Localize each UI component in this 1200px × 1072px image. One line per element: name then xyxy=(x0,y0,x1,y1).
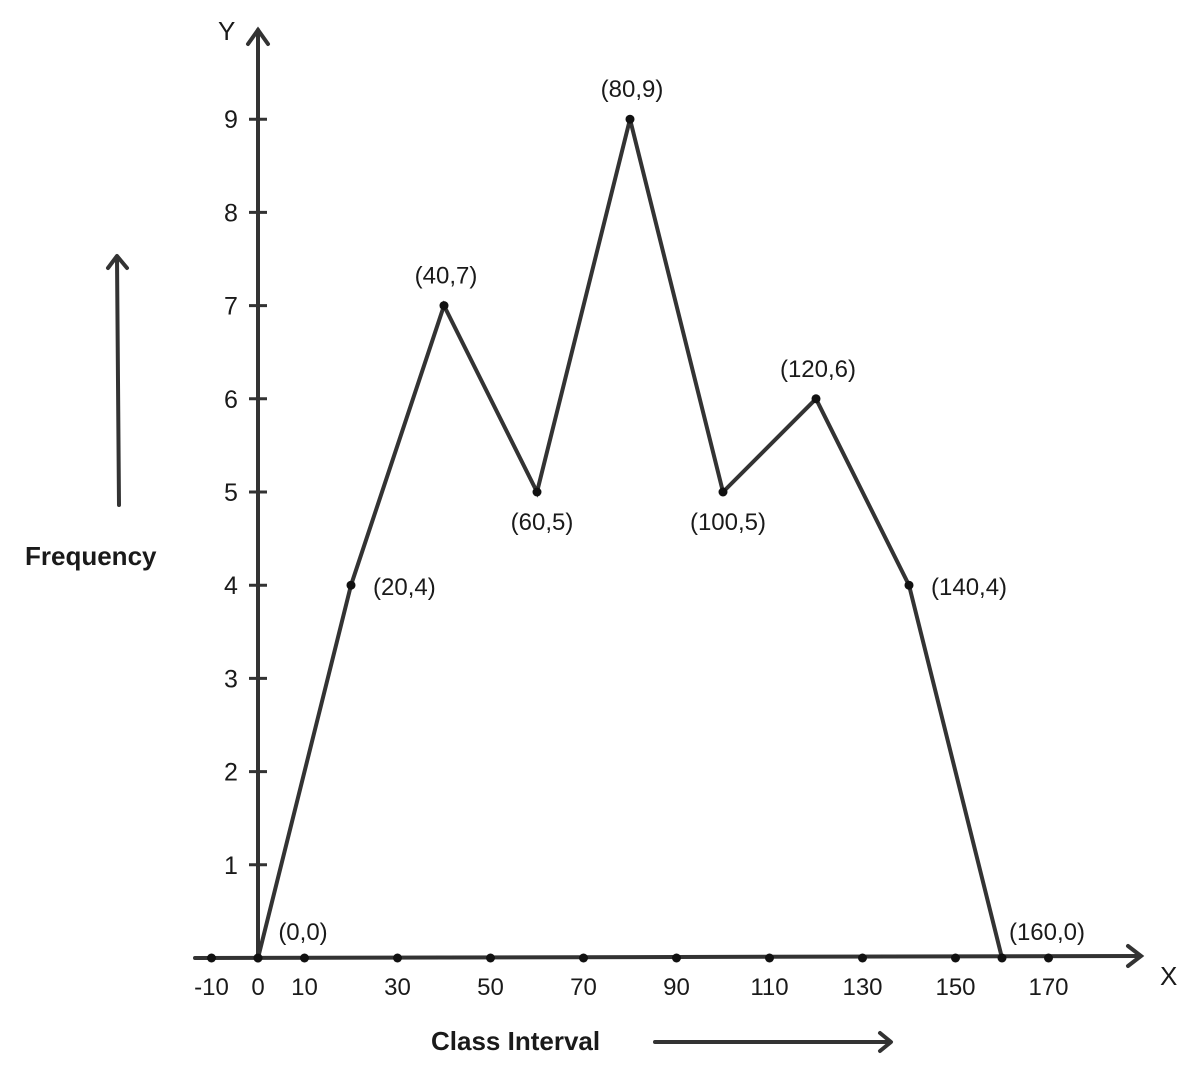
x-axis-title: Class Interval xyxy=(431,1026,600,1056)
x-tick-dot xyxy=(579,953,588,963)
x-tick-dot xyxy=(858,953,867,963)
x-tick-label: 70 xyxy=(570,974,597,1001)
x-tick-label: 170 xyxy=(1028,974,1068,1001)
data-point xyxy=(718,487,728,497)
data-point xyxy=(346,580,356,590)
data-point-label: (60,5) xyxy=(511,509,574,536)
data-point-label: (120,6) xyxy=(780,356,856,383)
y-tick-group: 1 2 3 4 5 6 7 8 9 xyxy=(224,106,267,880)
y-axis-title-arrow xyxy=(115,256,121,507)
x-tick-label: 10 xyxy=(291,974,318,1001)
x-axis-title-arrowhead xyxy=(878,1031,893,1053)
data-point xyxy=(811,394,821,404)
x-tick-dot xyxy=(672,953,681,963)
x-tick-label: 90 xyxy=(663,974,690,1001)
x-tick-label: 30 xyxy=(384,974,411,1001)
data-point-label: (0,0) xyxy=(278,919,327,946)
data-point-label: (80,9) xyxy=(601,76,664,103)
data-point-label: (100,5) xyxy=(690,509,766,536)
y-tick-label: 8 xyxy=(224,199,238,227)
x-axis-letter: X xyxy=(1160,961,1177,991)
data-point xyxy=(997,953,1007,963)
frequency-polygon-line xyxy=(256,118,1004,959)
x-tick-dot xyxy=(393,953,402,963)
y-tick-label: 7 xyxy=(224,293,238,321)
y-tick-label: 1 xyxy=(224,852,238,880)
x-tick-dot xyxy=(207,953,216,963)
x-tick-label: 130 xyxy=(842,974,882,1001)
data-point xyxy=(625,114,635,124)
x-axis xyxy=(193,954,1142,960)
x-tick-group: -10 0 10 30 50 70 90 110 130 150 170 xyxy=(194,953,1069,1001)
y-tick-label: 2 xyxy=(224,759,238,787)
data-point xyxy=(904,580,914,590)
data-point xyxy=(439,301,449,311)
series-group: (0,0) (20,4) (40,7) (60,5) (80,9) (100,5) (120… xyxy=(253,76,1085,963)
x-tick-dot xyxy=(1044,953,1053,963)
x-tick-label: 150 xyxy=(935,974,975,1001)
x-tick-label: -10 xyxy=(194,974,229,1001)
x-axis-arrowhead xyxy=(1126,944,1145,968)
y-axis-title-arrowhead xyxy=(106,254,129,270)
y-axis-arrowhead xyxy=(246,26,270,46)
data-point xyxy=(253,953,263,963)
data-point-label: (20,4) xyxy=(373,574,436,601)
x-tick-label: 110 xyxy=(750,974,788,1001)
x-tick-label: 0 xyxy=(251,974,264,1001)
y-axis-letter: Y xyxy=(218,16,235,46)
x-tick-dot xyxy=(951,953,960,963)
y-tick-label: 6 xyxy=(224,386,238,414)
x-tick-label: 50 xyxy=(477,974,504,1001)
x-tick-dot xyxy=(486,953,495,963)
data-point-label: (160,0) xyxy=(1009,919,1085,946)
data-point-label: (40,7) xyxy=(415,263,478,290)
data-point-label: (140,4) xyxy=(931,574,1007,601)
x-tick-dot xyxy=(765,953,774,963)
y-tick-label: 9 xyxy=(224,106,238,134)
y-tick-label: 3 xyxy=(224,665,238,693)
y-axis-title: Frequency xyxy=(25,541,157,571)
x-tick-dot xyxy=(300,953,309,963)
y-tick-label: 4 xyxy=(224,572,238,600)
y-tick-label: 5 xyxy=(224,479,238,507)
data-point xyxy=(532,487,542,497)
